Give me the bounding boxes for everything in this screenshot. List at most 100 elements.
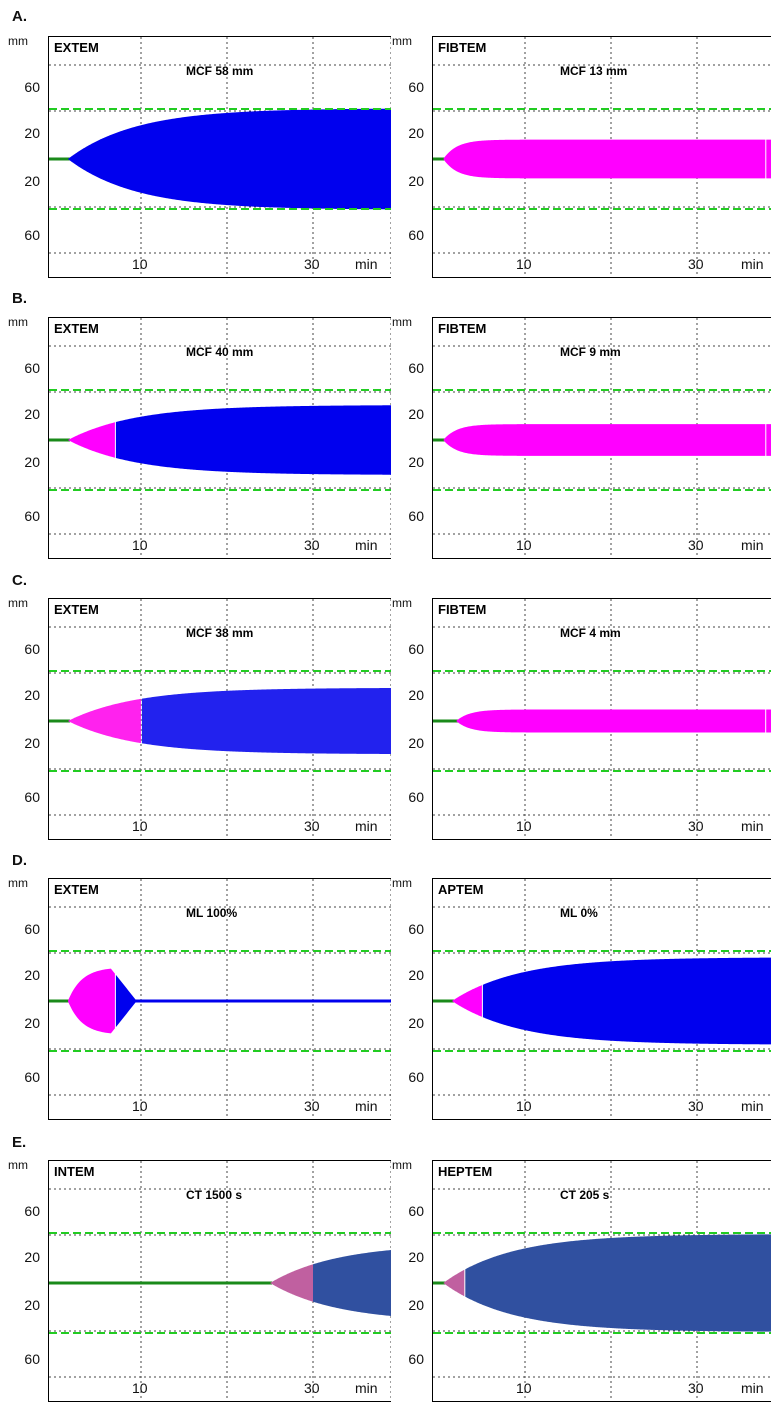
y-tick-label: 20 (408, 687, 424, 703)
y-tick-label: 60 (24, 641, 40, 657)
test-name: FIBTEM (438, 40, 487, 55)
test-name: FIBTEM (438, 602, 487, 617)
y-tick-label: 20 (24, 173, 40, 189)
metric-label: ML 100% (186, 906, 238, 920)
plot-extem (48, 317, 391, 559)
metric-label: ML 0% (560, 906, 598, 920)
x-tick-label: 30 (688, 1098, 704, 1114)
plot-heptem (432, 1160, 771, 1402)
y-tick-label: 20 (408, 1297, 424, 1313)
x-unit-label: min (355, 1380, 378, 1396)
clot-amplitude-area (141, 688, 391, 754)
x-tick-label: 10 (516, 537, 532, 553)
y-tick-label: 60 (24, 508, 40, 524)
x-unit-label: min (355, 1098, 378, 1114)
x-tick-label: 30 (688, 537, 704, 553)
y-tick-label: 20 (24, 1015, 40, 1031)
x-unit-label: min (355, 818, 378, 834)
y-tick-label: 20 (408, 967, 424, 983)
y-unit-label: mm (392, 315, 412, 329)
y-tick-label: 20 (24, 1297, 40, 1313)
trace-svg (433, 599, 771, 839)
y-tick-label: 60 (408, 1351, 424, 1367)
y-tick-label: 60 (24, 79, 40, 95)
x-tick-label: 30 (688, 1380, 704, 1396)
y-tick-label: 20 (24, 1249, 40, 1265)
x-tick-label: 10 (132, 537, 148, 553)
y-tick-label: 60 (408, 789, 424, 805)
test-name: HEPTEM (438, 1164, 493, 1179)
trace-svg (49, 318, 391, 558)
y-tick-label: 60 (24, 921, 40, 937)
metric-label: MCF 4 mm (560, 626, 621, 640)
row-label: D. (12, 852, 27, 869)
x-tick-label: 30 (304, 537, 320, 553)
clot-amplitude-area (766, 709, 771, 733)
x-tick-label: 10 (132, 1380, 148, 1396)
clot-formation-area (270, 1264, 313, 1302)
y-tick-label: 20 (408, 1249, 424, 1265)
x-tick-label: 30 (304, 1098, 320, 1114)
y-unit-label: mm (392, 876, 412, 890)
x-tick-label: 10 (516, 256, 532, 272)
trace-svg (433, 879, 771, 1119)
x-tick-label: 10 (516, 1098, 532, 1114)
metric-label: CT 1500 s (186, 1188, 243, 1202)
trace-svg (433, 37, 771, 277)
clot-formation-area (67, 698, 141, 744)
plot-intem (48, 1160, 391, 1402)
y-tick-label: 20 (24, 406, 40, 422)
clot-amplitude-area (766, 139, 771, 179)
x-tick-label: 10 (516, 1380, 532, 1396)
clot-formation-area (443, 1269, 465, 1297)
y-tick-label: 60 (408, 641, 424, 657)
trace-svg (49, 879, 391, 1119)
clot-amplitude-area (67, 108, 391, 210)
trace-svg (49, 1161, 391, 1401)
metric-label: MCF 13 mm (560, 64, 628, 78)
trace-svg (49, 37, 391, 277)
clot-amplitude-area (766, 424, 771, 456)
metric-label: MCF 9 mm (560, 345, 621, 359)
y-tick-label: 20 (24, 735, 40, 751)
x-tick-label: 30 (304, 818, 320, 834)
test-name: EXTEM (54, 602, 99, 617)
y-tick-label: 20 (24, 967, 40, 983)
clot-formation-area (443, 139, 766, 179)
clot-formation-area (67, 968, 115, 1034)
clot-formation-area (443, 424, 766, 456)
metric-label: MCF 38 mm (186, 626, 254, 640)
clot-amplitude-area (482, 957, 771, 1045)
y-tick-label: 60 (24, 360, 40, 376)
clot-amplitude-area (313, 1250, 391, 1316)
y-tick-label: 60 (24, 1203, 40, 1219)
y-unit-label: mm (8, 1158, 28, 1172)
metric-label: CT 205 s (560, 1188, 610, 1202)
plot-fibtem (432, 317, 771, 559)
y-tick-label: 20 (408, 125, 424, 141)
plot-fibtem (432, 36, 771, 278)
x-tick-label: 30 (688, 818, 704, 834)
x-unit-label: min (741, 1380, 764, 1396)
clot-formation-area (67, 422, 115, 458)
y-tick-label: 20 (24, 125, 40, 141)
test-name: APTEM (438, 882, 484, 897)
y-unit-label: mm (8, 315, 28, 329)
test-name: FIBTEM (438, 321, 487, 336)
x-tick-label: 10 (132, 256, 148, 272)
clot-formation-area (451, 985, 482, 1017)
y-tick-label: 60 (408, 360, 424, 376)
x-tick-label: 10 (132, 818, 148, 834)
y-tick-label: 20 (408, 173, 424, 189)
y-unit-label: mm (392, 1158, 412, 1172)
y-unit-label: mm (8, 34, 28, 48)
plot-aptem (432, 878, 771, 1120)
y-tick-label: 20 (24, 687, 40, 703)
row-label: B. (12, 290, 27, 307)
x-unit-label: min (741, 537, 764, 553)
clot-amplitude-area (115, 974, 136, 1028)
test-name: EXTEM (54, 882, 99, 897)
y-tick-label: 60 (24, 1351, 40, 1367)
plot-fibtem (432, 598, 771, 840)
trace-svg (433, 318, 771, 558)
